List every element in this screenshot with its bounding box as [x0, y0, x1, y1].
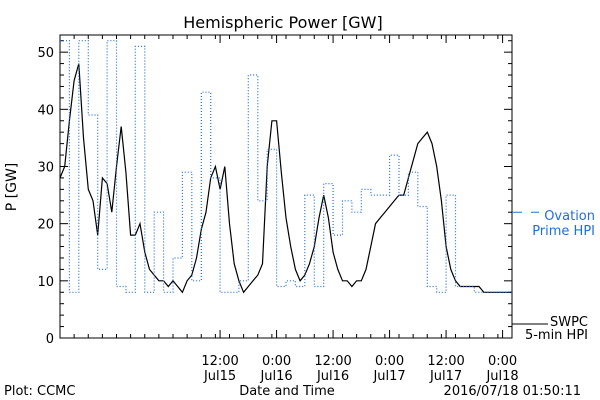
x-tick-label-time: 12:00 [314, 354, 351, 369]
x-axis-label: Date and Time [239, 384, 335, 399]
x-tick-label-date: Jul17 [429, 369, 462, 384]
x-tick-label-date: Jul18 [485, 369, 518, 384]
y-tick-label: 30 [37, 160, 54, 175]
y-tick-label: 20 [37, 218, 54, 233]
swpc-legend-label: SWPC [550, 315, 588, 330]
y-axis-ticks: 0 10 20 30 40 50 [37, 40, 512, 347]
x-tick-label-time: 12:00 [201, 354, 238, 369]
x-tick-label-time: 0:00 [375, 354, 404, 369]
ovation-legend-label: Ovation [544, 209, 595, 224]
y-tick-label: 40 [37, 103, 54, 118]
series-line-swpc [59, 63, 512, 294]
ovation-legend-label: Prime HPI [532, 224, 595, 239]
y-axis-label: P [GW] [4, 163, 20, 212]
x-tick-label-date: Jul16 [259, 369, 292, 384]
series-line-ovation [60, 40, 512, 293]
x-tick-label-date: Jul17 [372, 369, 405, 384]
y-tick-label: 50 [37, 46, 54, 61]
footer-plot-credit: Plot: CCMC [4, 384, 75, 399]
chart-title: Hemispheric Power [GW] [183, 13, 382, 32]
series-layer [59, 40, 512, 294]
footer-timestamp: 2016/07/18 01:50:11 [444, 384, 581, 399]
x-axis-ticks: 12:00Jul150:00Jul1612:00Jul160:00Jul1712… [59, 35, 519, 384]
swpc-legend-label: 5-min HPI [525, 328, 588, 343]
x-tick-label-date: Jul15 [203, 369, 236, 384]
x-tick-label-time: 12:00 [427, 354, 464, 369]
x-tick-label-time: 0:00 [488, 354, 517, 369]
plot-frame [59, 34, 513, 339]
y-tick-label: 10 [37, 275, 54, 290]
y-tick-label: 0 [46, 332, 54, 347]
x-tick-label-time: 0:00 [262, 354, 291, 369]
x-tick-label-date: Jul16 [316, 369, 349, 384]
